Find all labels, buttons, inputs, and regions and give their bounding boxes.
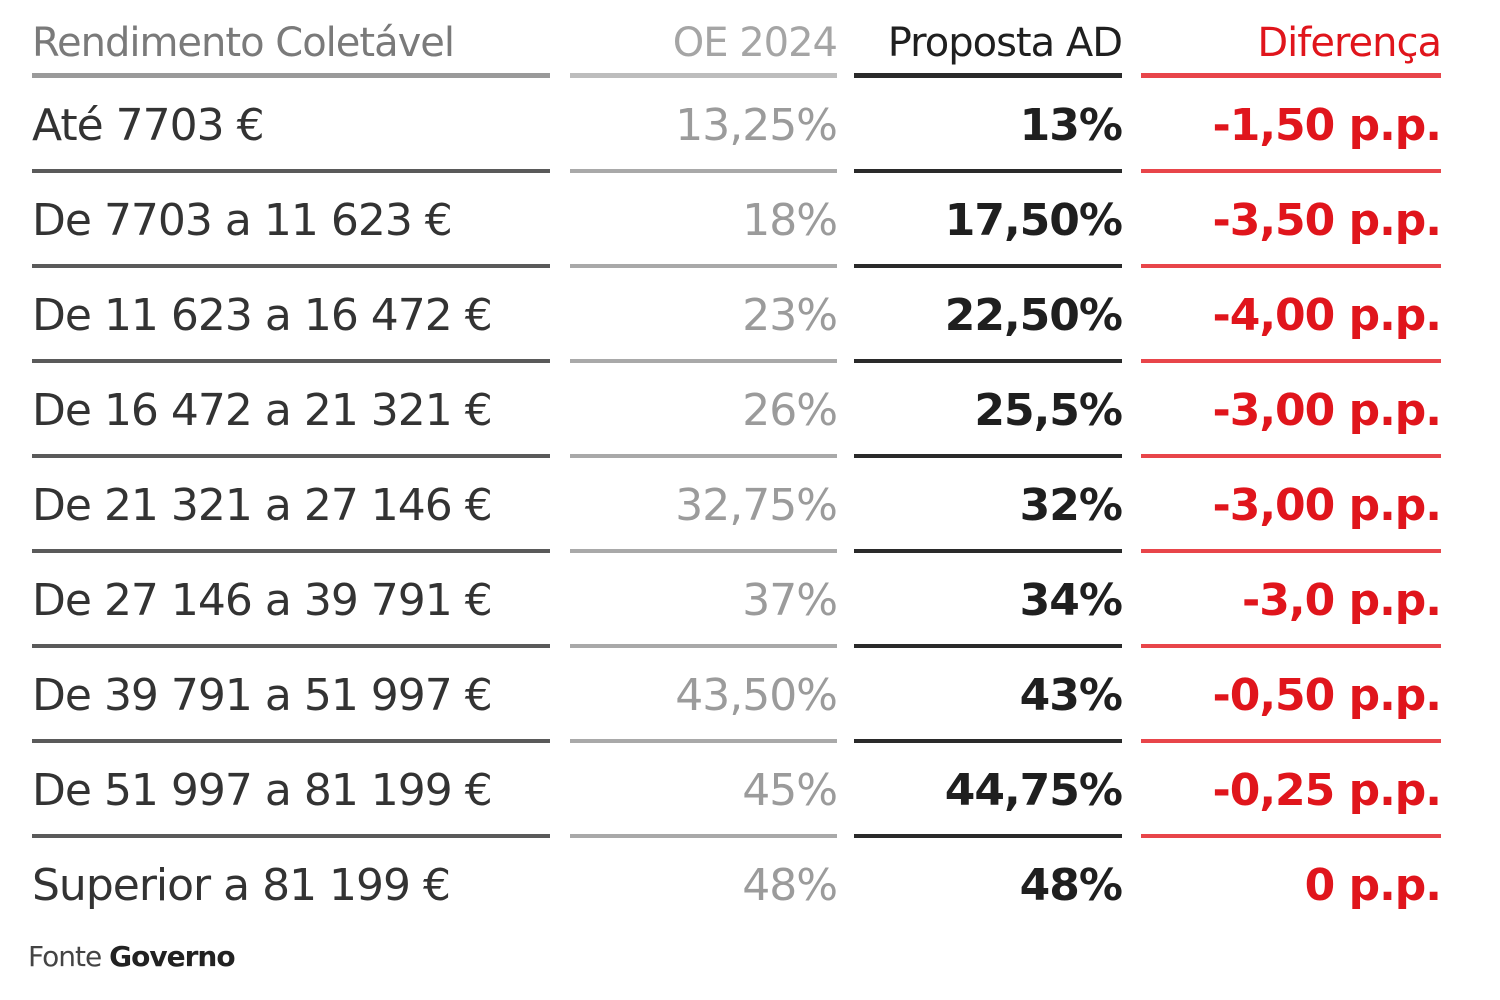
proposal-header: Proposta AD: [854, 18, 1123, 78]
income-cell: De 11 623 a 16 472 €: [32, 268, 550, 363]
oe2024-cell: 48%: [742, 860, 838, 911]
oe2024-cell: 26%: [570, 363, 838, 458]
proposal-cell: 48%: [1019, 860, 1123, 911]
oe2024-header: OE 2024: [570, 18, 838, 78]
proposal-cell: 43%: [854, 648, 1123, 743]
proposal-cell: 44,75%: [854, 743, 1123, 838]
source-label: Fonte: [28, 940, 102, 973]
difference-cell: -3,50 p.p.: [1141, 173, 1442, 268]
oe2024-cell: 13,25%: [570, 78, 838, 173]
income-cell: De 39 791 a 51 997 €: [32, 648, 550, 743]
oe2024-cell: 18%: [570, 173, 838, 268]
income-cell: De 7703 a 11 623 €: [32, 173, 550, 268]
income-cell: De 51 997 a 81 199 €: [32, 743, 550, 838]
difference-header: Diferença: [1141, 18, 1442, 78]
oe2024-cell: 32,75%: [570, 458, 838, 553]
proposal-cell: 13%: [854, 78, 1123, 173]
difference-cell: -4,00 p.p.: [1141, 268, 1442, 363]
source-value: Governo: [109, 940, 235, 973]
income-cell: Até 7703 €: [32, 78, 550, 173]
proposal-cell: 32%: [854, 458, 1123, 553]
difference-cell: -3,0 p.p.: [1141, 553, 1442, 648]
proposal-cell: 34%: [854, 553, 1123, 648]
income-cell: Superior a 81 199 €: [32, 860, 451, 911]
difference-cell: -1,50 p.p.: [1141, 78, 1442, 173]
income-cell: De 16 472 a 21 321 €: [32, 363, 550, 458]
source-note: Fonte Governo: [28, 940, 236, 973]
proposal-cell: 25,5%: [854, 363, 1123, 458]
difference-cell: -3,00 p.p.: [1141, 458, 1442, 553]
oe2024-cell: 23%: [570, 268, 838, 363]
oe2024-cell: 45%: [570, 743, 838, 838]
income-cell: De 21 321 a 27 146 €: [32, 458, 550, 553]
oe2024-cell: 43,50%: [570, 648, 838, 743]
income-cell: De 27 146 a 39 791 €: [32, 553, 550, 648]
difference-cell: -3,00 p.p.: [1141, 363, 1442, 458]
oe2024-cell: 37%: [570, 553, 838, 648]
income-header: Rendimento Coletável: [32, 18, 550, 78]
difference-cell: 0 p.p.: [1304, 860, 1442, 911]
proposal-cell: 17,50%: [854, 173, 1123, 268]
proposal-cell: 22,50%: [854, 268, 1123, 363]
difference-cell: -0,50 p.p.: [1141, 648, 1442, 743]
difference-cell: -0,25 p.p.: [1141, 743, 1442, 838]
